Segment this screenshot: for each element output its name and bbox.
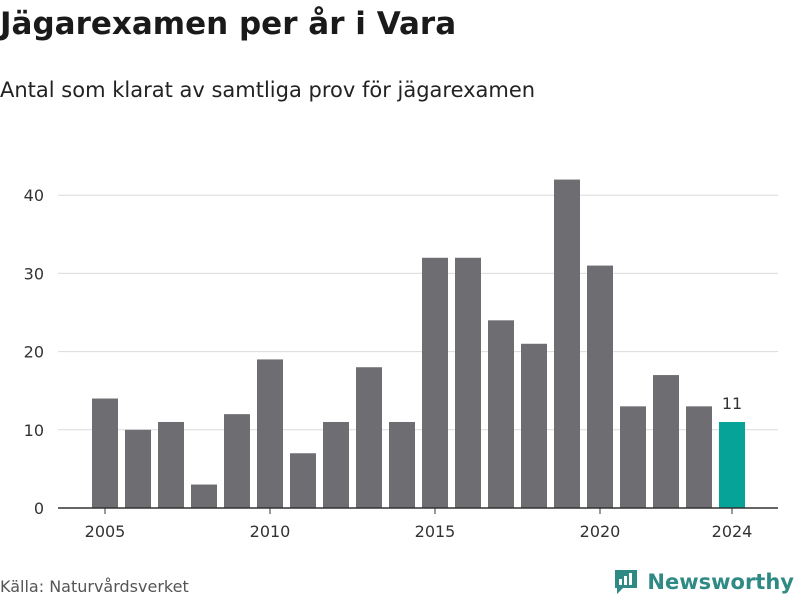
y-tick-labels: 0 10 20 30 40 — [24, 186, 44, 518]
y-tick-label: 30 — [24, 264, 44, 283]
bar-2005 — [92, 398, 118, 508]
bar-2013 — [356, 367, 382, 508]
bar-2022 — [653, 375, 679, 508]
bar-2019 — [554, 179, 580, 508]
x-tick-label: 2005 — [85, 522, 126, 541]
y-tick-label: 40 — [24, 186, 44, 205]
bar-2015 — [422, 257, 448, 508]
brand-name: Newsworthy — [647, 570, 794, 594]
x-tick-labels: 2005 2010 2015 2020 2024 — [85, 508, 753, 541]
y-tick-label: 10 — [24, 421, 44, 440]
bar-2007 — [158, 421, 184, 508]
bars — [92, 179, 745, 508]
bar-2018 — [521, 343, 547, 508]
bar-2006 — [125, 429, 151, 508]
newsworthy-logo-icon — [615, 570, 638, 594]
x-tick-label: 2024 — [712, 522, 753, 541]
bar-2012 — [323, 421, 349, 508]
x-tick-label: 2010 — [250, 522, 291, 541]
data-labels: 11 — [722, 394, 742, 413]
chart-title: Jägarexamen per år i Vara — [0, 6, 457, 42]
x-tick-label: 2020 — [580, 522, 621, 541]
y-tick-label: 20 — [24, 343, 44, 362]
data-label-2024: 11 — [722, 394, 742, 413]
bar-2023 — [686, 406, 712, 508]
source-note: Källa: Naturvårdsverket — [0, 577, 189, 596]
bar-2010 — [257, 359, 283, 508]
bar-2017 — [488, 320, 514, 508]
chart-subtitle: Antal som klarat av samtliga prov för jä… — [0, 78, 536, 102]
bar-2011 — [290, 453, 316, 508]
bar-2020 — [587, 265, 613, 508]
bar-2016 — [455, 257, 481, 508]
bar-2008 — [191, 484, 217, 508]
x-tick-label: 2015 — [415, 522, 456, 541]
bar-2009 — [224, 414, 250, 508]
bar-2024 — [719, 421, 745, 508]
bar-2021 — [620, 406, 646, 508]
bar-2014 — [389, 421, 415, 508]
y-tick-label: 0 — [34, 499, 44, 518]
brand-logo[interactable]: Newsworthy — [613, 568, 794, 596]
